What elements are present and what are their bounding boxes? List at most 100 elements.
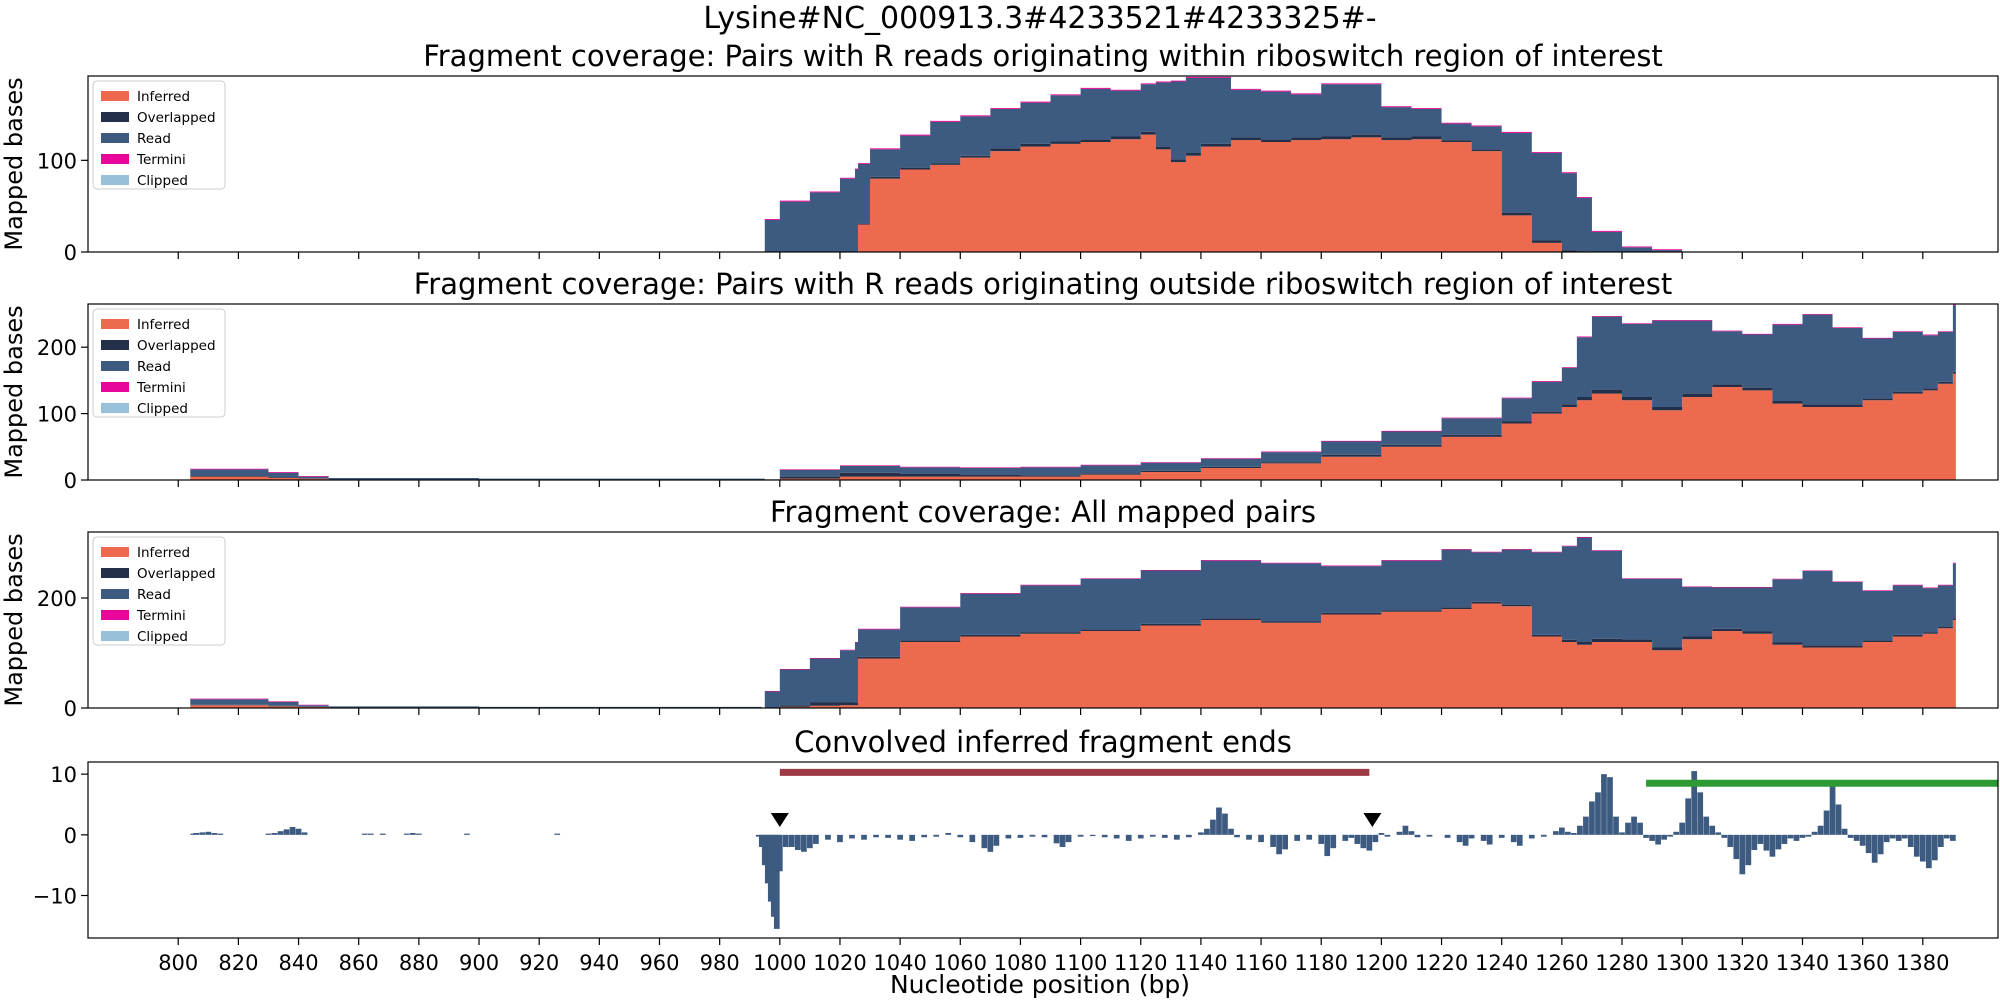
- end-bar: [773, 834, 780, 929]
- legend: Inferred Overlapped Read Termini Clipped: [92, 80, 226, 190]
- y-tick-label: −10: [33, 885, 77, 909]
- series-read-area: [88, 537, 1998, 708]
- end-bar: [1294, 834, 1301, 841]
- x-tick-label: 1240: [1475, 951, 1528, 975]
- end-bar: [1817, 825, 1824, 835]
- legend-swatch-termini: [101, 154, 129, 164]
- end-bar: [1372, 834, 1379, 843]
- end-bar: [1559, 827, 1565, 835]
- legend-swatch-read: [101, 133, 129, 143]
- end-bar: [1895, 834, 1902, 841]
- end-bar: [1739, 834, 1746, 875]
- x-tick-label: 1020: [813, 951, 866, 975]
- end-bar: [1408, 831, 1415, 835]
- legend-swatch-inferred: [101, 91, 129, 101]
- end-bar: [873, 834, 879, 838]
- end-bar: [1823, 810, 1830, 835]
- end-bar: [1799, 834, 1806, 838]
- y-axis-label: Mapped bases: [0, 533, 28, 706]
- end-bar: [1721, 834, 1728, 838]
- x-tick-label: 1040: [873, 951, 926, 975]
- end-bar: [1944, 834, 1950, 839]
- end-bar: [271, 833, 278, 835]
- legend-swatch-clipped: [101, 631, 129, 641]
- end-bar: [217, 833, 224, 835]
- end-bar: [1101, 834, 1108, 838]
- panel-title: Fragment coverage: All mapped pairs: [770, 495, 1316, 529]
- end-bar: [1354, 834, 1361, 844]
- end-bar: [1877, 834, 1884, 855]
- end-bar: [1246, 834, 1252, 840]
- legend-swatch-read: [101, 361, 129, 371]
- legend-label-inferred: Inferred: [137, 317, 190, 333]
- end-bar: [1703, 816, 1710, 835]
- end-bar: [301, 832, 308, 835]
- end-bar: [945, 833, 952, 835]
- end-bar: [1637, 822, 1643, 835]
- end-bar: [1348, 834, 1355, 838]
- end-bar: [1631, 816, 1637, 835]
- x-tick-label: 1120: [1114, 951, 1167, 975]
- end-bar: [1715, 832, 1722, 835]
- x-tick-label: 900: [459, 951, 499, 975]
- legend-swatch-overlapped: [101, 112, 129, 122]
- x-tick-label: 840: [279, 951, 319, 975]
- legend-swatch-inferred: [101, 319, 129, 329]
- x-tick-label: 1140: [1174, 951, 1227, 975]
- series-inferred-area: [88, 134, 1998, 252]
- end-bar: [416, 833, 422, 835]
- legend-label-termini: Termini: [136, 152, 186, 168]
- end-bar: [1565, 831, 1571, 835]
- y-tick-label: 200: [37, 336, 77, 360]
- legend-label-clipped: Clipped: [137, 629, 188, 645]
- end-bar: [1552, 831, 1559, 835]
- end-bar: [1113, 834, 1120, 839]
- axes-frame: [87, 75, 1999, 253]
- y-tick-label: 100: [37, 403, 77, 427]
- end-bar: [1486, 834, 1493, 845]
- legend: Inferred Overlapped Read Termini Clipped: [92, 536, 226, 646]
- end-bar: [1510, 834, 1517, 843]
- end-bar: [1342, 834, 1349, 841]
- end-bar: [1173, 834, 1180, 840]
- x-tick-label: 1220: [1415, 951, 1468, 975]
- end-bar: [1619, 832, 1625, 835]
- x-tick-label: 1100: [1054, 951, 1107, 975]
- end-bar: [1745, 834, 1752, 866]
- end-bar: [1613, 816, 1619, 835]
- end-bar: [755, 834, 762, 837]
- end-bar: [1937, 834, 1944, 847]
- end-bar: [1396, 831, 1403, 835]
- y-tick-label: 0: [64, 241, 77, 265]
- y-tick-label: 100: [37, 149, 77, 173]
- end-bar: [885, 834, 891, 838]
- x-tick-label: 1380: [1896, 951, 1949, 975]
- x-tick-label: 1280: [1595, 951, 1648, 975]
- y-tick-label: 10: [50, 763, 77, 787]
- legend-swatch-clipped: [101, 175, 129, 185]
- end-bar: [1691, 771, 1698, 835]
- axes-frame: [87, 303, 1999, 481]
- end-bar: [1781, 834, 1788, 844]
- panel-1: Fragment coverage: Pairs with R reads or…: [0, 39, 1999, 265]
- legend-label-overlapped: Overlapped: [137, 566, 216, 582]
- end-bar: [1751, 834, 1758, 850]
- end-bar: [1077, 834, 1084, 837]
- end-bar: [1270, 834, 1276, 847]
- triangle-marker: [1363, 812, 1382, 827]
- end-bar: [801, 834, 807, 852]
- end-bar: [211, 833, 218, 835]
- end-bar: [1186, 834, 1192, 838]
- end-bar: [1853, 834, 1860, 841]
- end-bar: [933, 834, 940, 837]
- x-tick-label: 800: [158, 951, 198, 975]
- end-bar: [987, 834, 994, 852]
- end-bar: [1528, 834, 1535, 839]
- legend-swatch-termini: [101, 382, 129, 392]
- end-bar: [1324, 834, 1331, 857]
- end-bar: [1005, 834, 1012, 839]
- end-bar: [767, 834, 774, 902]
- end-bar: [1679, 822, 1686, 835]
- x-tick-label: 1000: [753, 951, 806, 975]
- end-bar: [1709, 825, 1716, 835]
